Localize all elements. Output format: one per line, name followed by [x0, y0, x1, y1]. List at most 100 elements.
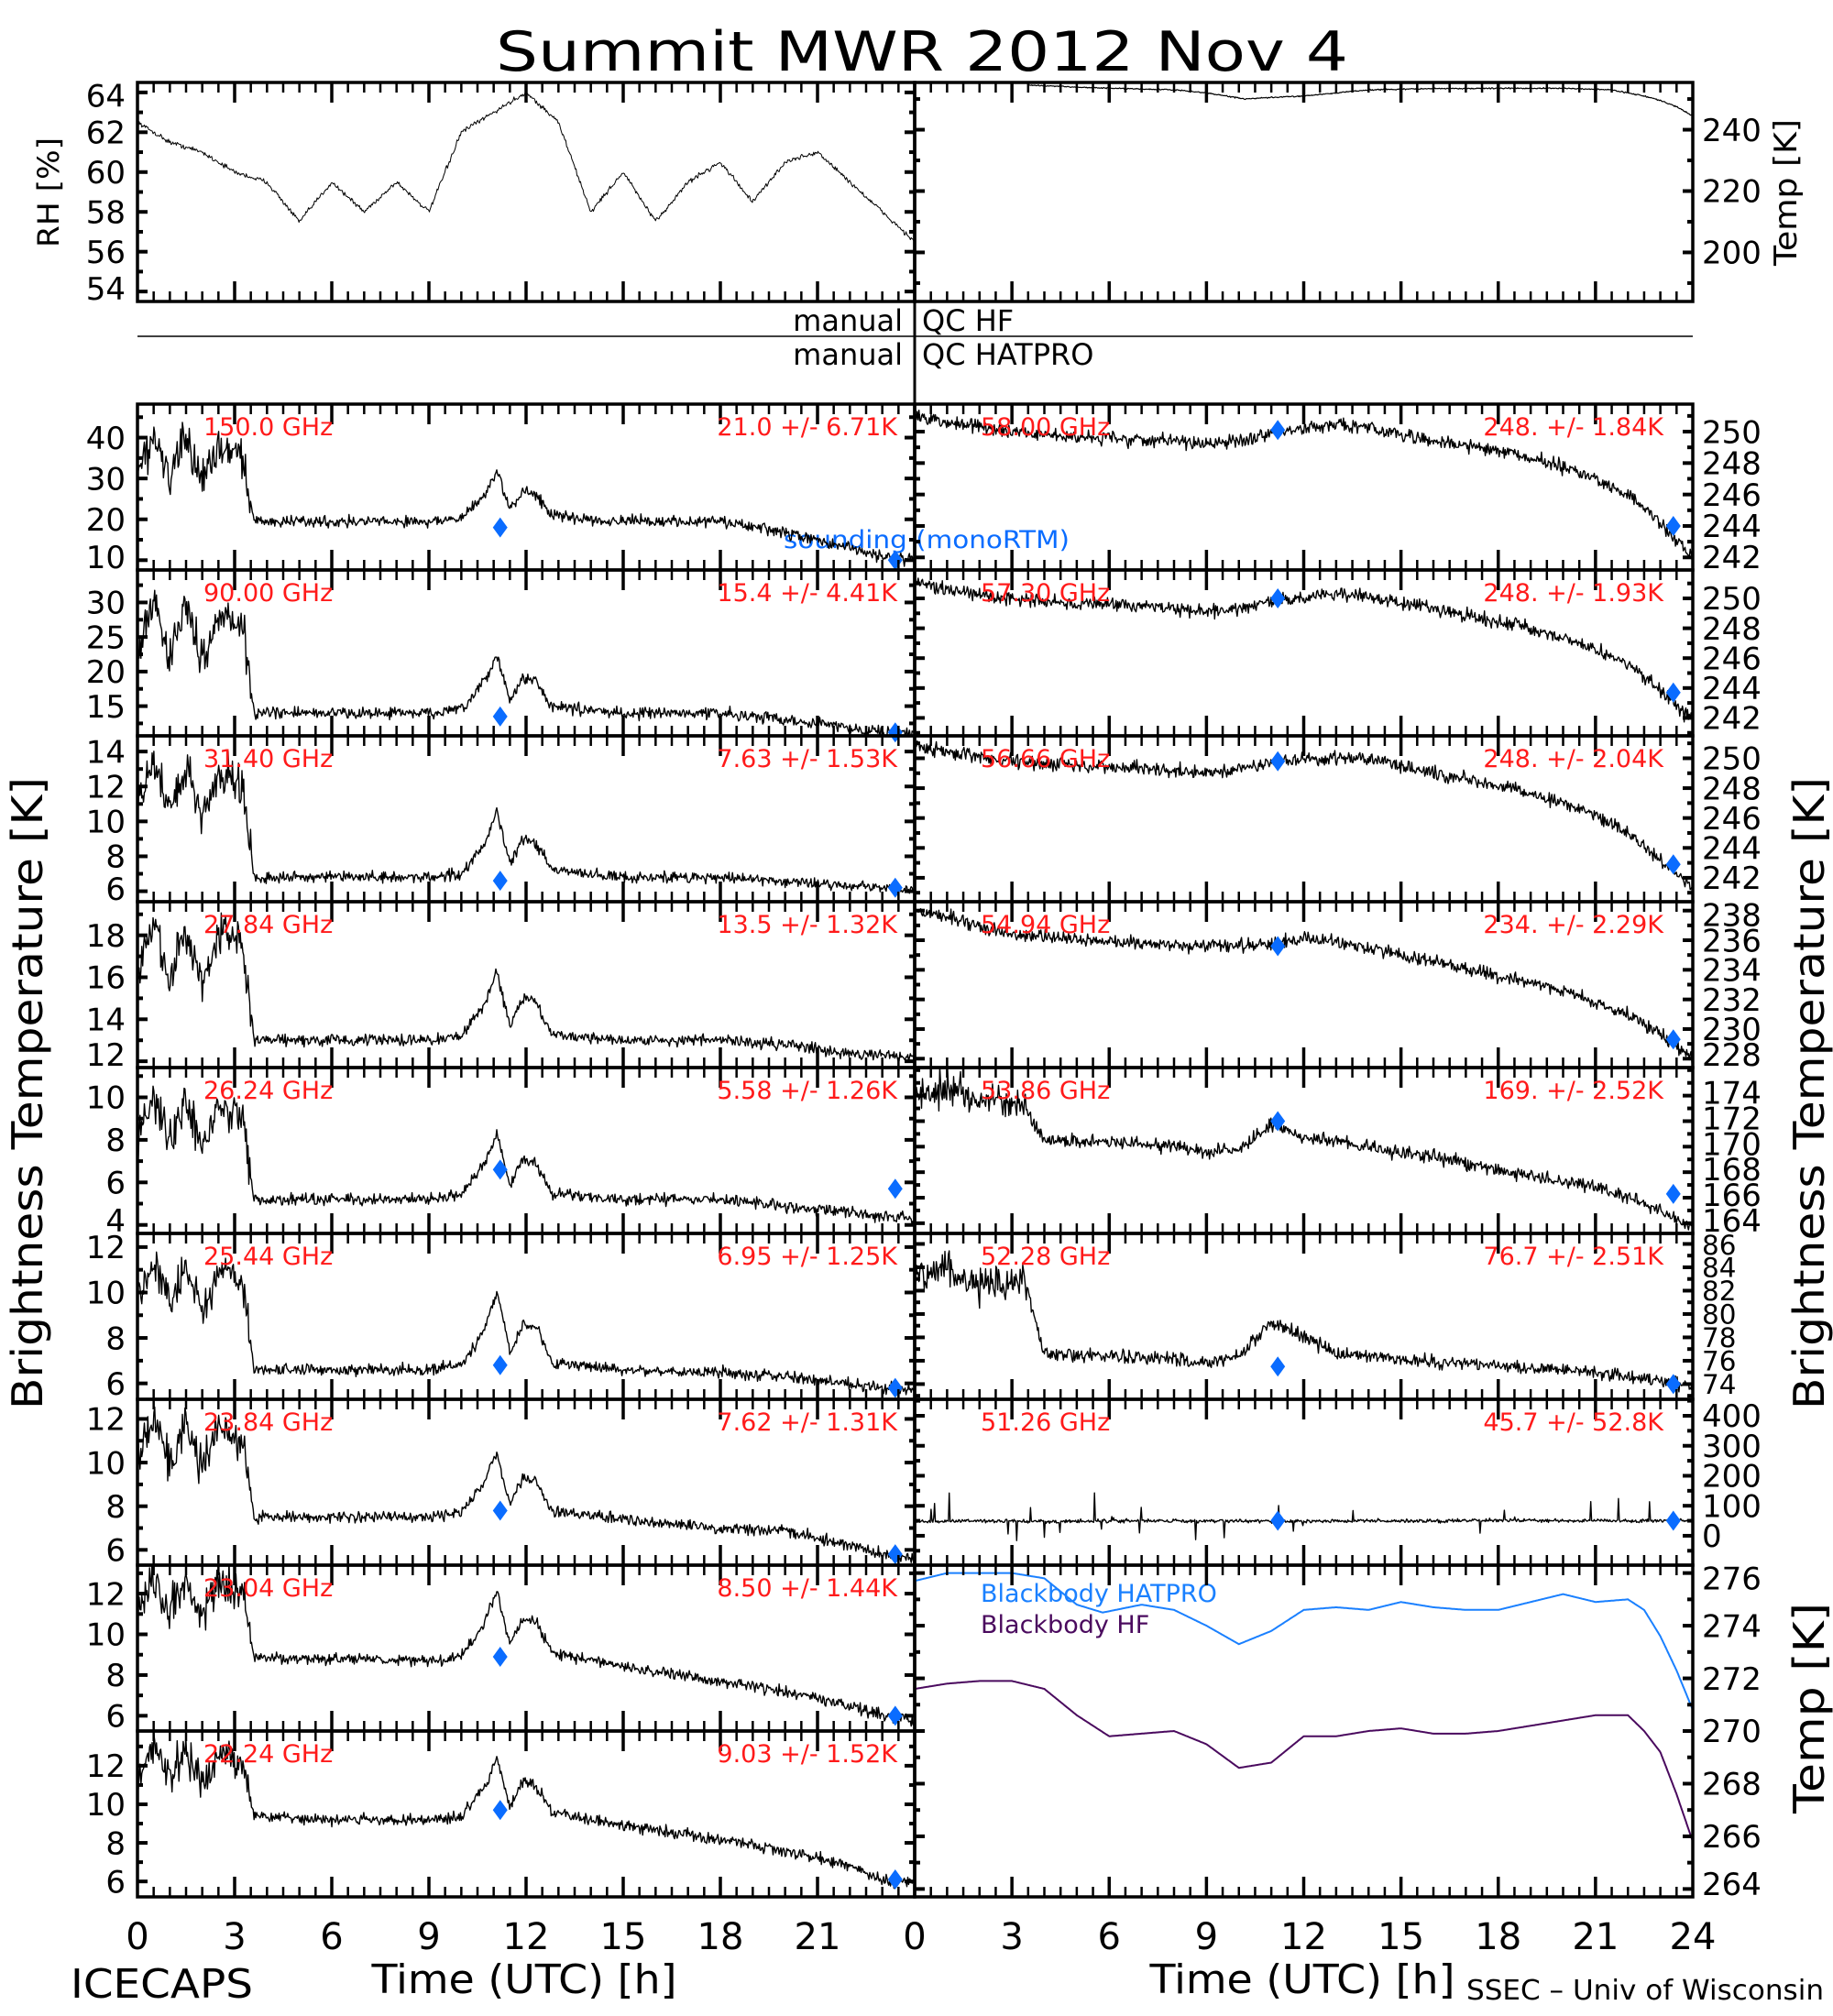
data-line — [915, 577, 1693, 723]
y-tick-label: 78 — [1702, 1322, 1736, 1353]
x-tick-label-right: 6 — [1098, 1916, 1121, 1958]
x-tick-label-right: 21 — [1572, 1916, 1619, 1958]
y-tick-label: 172 — [1702, 1101, 1762, 1137]
plot-area — [915, 740, 1693, 891]
channel-frequency-label: 150.0 GHz — [203, 413, 333, 442]
data-line — [915, 740, 1693, 891]
x-tick-label-right: 18 — [1475, 1916, 1521, 1958]
plot-area — [137, 1085, 915, 1226]
y-tick-label: 10 — [86, 540, 126, 576]
y-tick-label: 8 — [105, 839, 126, 876]
y-tick-label: 25 — [86, 619, 126, 656]
y-tick-label: 8 — [105, 1825, 126, 1862]
y-tick-label: 200 — [1702, 236, 1762, 272]
sounding-marker — [1665, 1029, 1681, 1050]
y-tick-label: 250 — [1702, 581, 1762, 618]
sounding-marker — [492, 517, 508, 538]
plot-area — [137, 1565, 915, 1727]
sounding-marker — [492, 1354, 508, 1375]
y-tick-label: 274 — [1702, 1608, 1762, 1645]
x-tick-label-right: 15 — [1377, 1916, 1424, 1958]
y-tick-label: 234 — [1702, 953, 1762, 990]
y-tick-label: 40 — [86, 421, 126, 457]
y-tick-label: 74 — [1702, 1369, 1736, 1400]
y-tick-label: 246 — [1702, 641, 1762, 677]
y-tick-label: 8 — [105, 1489, 126, 1526]
y-tick-label: 12 — [86, 1402, 126, 1439]
x-tick-label-left: 15 — [600, 1916, 647, 1958]
y-tick-label: 4 — [105, 1203, 126, 1240]
y-tick-label: 246 — [1702, 801, 1762, 838]
y-tick-label: 242 — [1702, 540, 1762, 576]
y-tick-label: 228 — [1702, 1037, 1762, 1074]
y-tick-label: 170 — [1702, 1126, 1762, 1163]
plot-area — [1027, 83, 1693, 116]
y-tick-label: 220 — [1702, 174, 1762, 211]
x-tick-label-right: 3 — [1000, 1916, 1023, 1958]
channel-frequency-label: 58.00 GHz — [981, 413, 1110, 442]
plot-area — [915, 577, 1693, 723]
y-tick-label: 6 — [105, 1864, 126, 1901]
sounding-marker — [1665, 1374, 1681, 1395]
y-tick-label: 64 — [86, 79, 126, 115]
x-tick-label-right: 12 — [1280, 1916, 1327, 1958]
y-tick-label: 264 — [1702, 1867, 1762, 1903]
sounding-marker — [492, 1159, 508, 1180]
tb-axis-title-left: Brightness Temperature [K] — [3, 777, 52, 1409]
channel-panel-left: 10 8 64 26.24 GHz 5.58 +/- 1.26K — [86, 1066, 916, 1240]
y-tick-label: 12 — [86, 1230, 126, 1266]
y-tick-label: 54 — [86, 271, 126, 308]
series-line-hf — [915, 1680, 1693, 1843]
y-tick-label: 62 — [86, 115, 126, 152]
y-tick-label: 10 — [86, 1787, 126, 1824]
channel-frequency-label: 90.00 GHz — [203, 579, 333, 608]
y-tick-label: 76 — [1702, 1346, 1736, 1377]
y-tick-label: 8 — [105, 1658, 126, 1694]
y-tick-label: 100 — [1702, 1488, 1762, 1525]
channel-stats-label: 76.7 +/- 2.51K — [1483, 1243, 1664, 1271]
x-tick-label-right: 24 — [1670, 1916, 1717, 1958]
data-line — [137, 1085, 915, 1226]
rh-axis-title: RH [%] — [31, 137, 66, 247]
y-tick-label: 80 — [1702, 1299, 1736, 1331]
x-tick-label-left: 21 — [795, 1916, 841, 1958]
channel-stats-label: 6.95 +/- 1.25K — [717, 1243, 898, 1271]
data-line — [915, 1492, 1693, 1541]
y-tick-label: 164 — [1702, 1203, 1762, 1240]
sounding-marker — [1665, 1183, 1681, 1204]
y-tick-label: 12 — [86, 769, 126, 805]
sounding-marker — [492, 1500, 508, 1521]
plot-area — [915, 410, 1693, 561]
sounding-marker — [492, 706, 508, 727]
sounding-marker — [1270, 420, 1286, 441]
x-tick-label-left: 6 — [320, 1916, 343, 1958]
qc-hf-label: QC HF — [922, 303, 1014, 338]
sounding-marker — [887, 1178, 903, 1200]
x-tick-label-left: 12 — [503, 1916, 550, 1958]
channel-frequency-label: 23.84 GHz — [203, 1408, 333, 1437]
plot-area — [915, 1068, 1693, 1231]
qc-hatpro-label: QC HATPRO — [922, 337, 1093, 372]
footer-ssec: SSEC – Univ of Wisconsin — [1466, 1975, 1824, 2007]
channel-frequency-label: 51.26 GHz — [981, 1408, 1110, 1437]
channel-stats-label: 21.0 +/- 6.71K — [717, 413, 898, 442]
data-line — [137, 422, 915, 567]
sounding-marker — [1270, 587, 1286, 608]
y-tick-label: 244 — [1702, 509, 1762, 545]
y-tick-label: 270 — [1702, 1714, 1762, 1750]
footer-icecaps: ICECAPS — [71, 1961, 253, 2008]
y-tick-label: 200 — [1702, 1459, 1762, 1496]
y-tick-label: 246 — [1702, 477, 1762, 514]
data-line — [137, 1406, 915, 1564]
legend-entry: Blackbody HATPRO — [981, 1580, 1217, 1608]
plot-area — [915, 906, 1693, 1068]
channel-stats-label: 15.4 +/- 4.41K — [717, 579, 898, 608]
channel-frequency-label: 53.86 GHz — [981, 1077, 1110, 1105]
plot-area — [137, 589, 915, 736]
